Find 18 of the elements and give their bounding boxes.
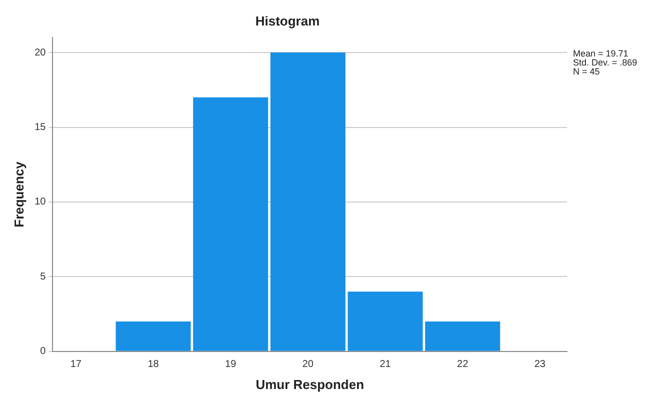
y-tick-label: 10 xyxy=(34,196,46,208)
x-axis-title: Umur Responden xyxy=(256,376,364,392)
y-tick-label: 0 xyxy=(40,346,46,358)
chart-title: Histogram xyxy=(255,13,320,28)
text: Std. Dev. = .869 xyxy=(573,58,638,68)
x-tick-label: 23 xyxy=(534,359,546,370)
x-tick-label: 22 xyxy=(457,359,469,370)
x-tick-label: 20 xyxy=(302,359,314,370)
x-tick-label: 21 xyxy=(380,359,392,370)
x-tick-label: 17 xyxy=(70,359,82,370)
y-tick-label: 15 xyxy=(34,122,46,134)
text: Mean = 19.71 xyxy=(573,48,628,59)
y-tick-label: 20 xyxy=(34,47,46,58)
y-axis-title: Frequency xyxy=(11,160,26,228)
y-tick-label: 5 xyxy=(40,271,46,282)
text: N = 45 xyxy=(573,66,600,77)
x-tick-label: 18 xyxy=(148,359,160,370)
x-tick-label: 19 xyxy=(225,359,237,370)
